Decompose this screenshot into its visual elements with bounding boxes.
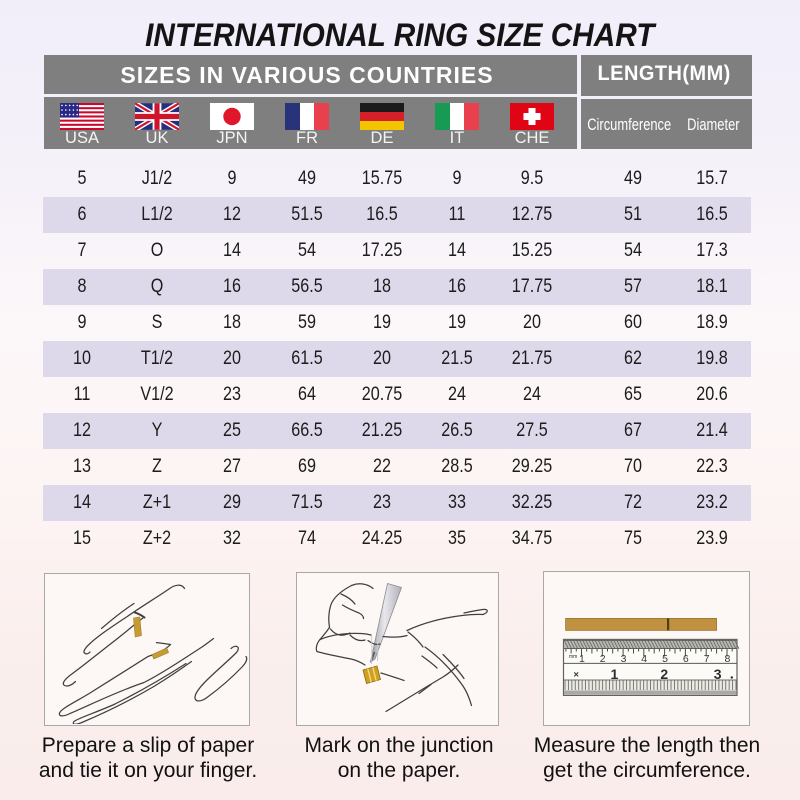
svg-text:1: 1 <box>579 653 585 665</box>
svg-text:5: 5 <box>662 653 668 665</box>
svg-text:2: 2 <box>660 666 668 682</box>
svg-text:1: 1 <box>611 666 619 682</box>
svg-text:mm: mm <box>569 654 577 660</box>
svg-text:8: 8 <box>725 653 731 665</box>
svg-text:4: 4 <box>641 653 647 665</box>
svg-text:3: 3 <box>621 653 627 665</box>
svg-text:6: 6 <box>683 653 689 665</box>
svg-text:7: 7 <box>704 653 710 665</box>
svg-text:3: 3 <box>714 666 722 682</box>
svg-text:2: 2 <box>600 653 606 665</box>
